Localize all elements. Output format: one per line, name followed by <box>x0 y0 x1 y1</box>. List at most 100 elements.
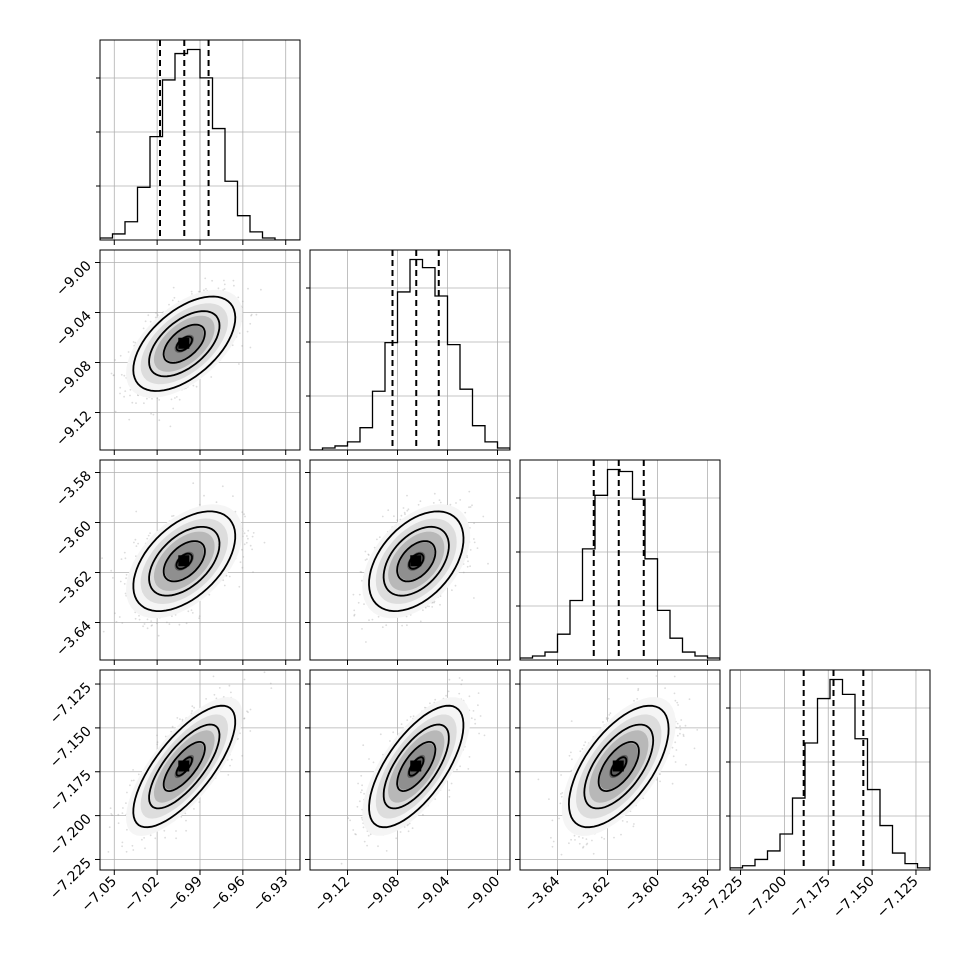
scatter-point <box>476 547 479 549</box>
scatter-point <box>187 610 190 613</box>
scatter-point <box>179 718 181 720</box>
scatter-point <box>205 698 208 700</box>
density <box>92 277 262 428</box>
scatter-point <box>118 616 121 618</box>
scatter-point <box>360 791 362 794</box>
scatter-point <box>92 386 94 388</box>
scatter-point <box>468 695 471 698</box>
scatter-point <box>150 412 153 415</box>
scatter-point <box>151 624 154 627</box>
y-tick-label: −3.62 <box>53 568 95 610</box>
scatter-point <box>361 579 363 582</box>
density-contour <box>162 741 206 793</box>
scatter-point <box>349 819 351 822</box>
x-tick-label: −6.96 <box>207 873 249 915</box>
scatter-point <box>223 288 226 290</box>
scatter-point <box>142 625 145 628</box>
scatter-point <box>263 541 266 544</box>
scatter-point <box>152 413 155 416</box>
panel-2-1 <box>305 459 514 665</box>
scatter-point <box>110 569 113 572</box>
scatter-point <box>135 510 138 513</box>
scatter-point <box>124 557 127 560</box>
scatter-point <box>119 580 122 583</box>
scatter-point <box>146 537 149 540</box>
scatter-point <box>477 704 479 707</box>
scatter-point <box>270 687 273 689</box>
scatter-point <box>477 692 480 694</box>
scatter-point <box>171 725 174 728</box>
histogram <box>520 468 720 660</box>
scatter-point <box>445 694 447 697</box>
scatter-point <box>176 717 179 719</box>
scatter-point <box>144 847 146 850</box>
scatter-point <box>402 507 405 509</box>
scatter-point <box>377 615 380 618</box>
scatter-point <box>171 615 173 618</box>
scatter-point <box>468 506 470 509</box>
scatter-point <box>472 710 475 712</box>
scatter-point <box>263 671 266 674</box>
density-peak <box>410 555 422 567</box>
scatter-point <box>468 490 471 493</box>
scatter-point <box>146 618 149 621</box>
scatter-point <box>247 537 249 540</box>
scatter-point <box>150 620 153 622</box>
scatter-point <box>230 758 233 761</box>
scatter-point <box>400 723 403 726</box>
scatter-point <box>123 395 125 398</box>
panel-2-0: −3.64−3.62−3.60−3.58 <box>53 459 301 665</box>
scatter-point <box>170 398 173 401</box>
scatter-point <box>409 715 412 718</box>
histogram <box>310 258 510 450</box>
scatter-point <box>232 495 234 497</box>
scatter-point <box>198 617 201 620</box>
scatter-point <box>130 779 133 782</box>
scatter-point <box>456 768 458 771</box>
scatter-point <box>354 833 356 835</box>
scatter-point <box>422 609 424 612</box>
density-contour <box>162 540 206 583</box>
y-tick-label: −9.12 <box>53 408 95 450</box>
scatter-point <box>134 617 137 620</box>
scatter-point <box>406 509 409 512</box>
scatter-point <box>466 556 469 559</box>
scatter-point <box>246 710 248 713</box>
scatter-point <box>208 593 211 596</box>
scatter-point <box>433 601 435 604</box>
scatter-point <box>191 705 194 708</box>
grid <box>520 460 720 660</box>
scatter-point <box>156 314 159 316</box>
scatter-point <box>172 514 175 517</box>
scatter-point <box>172 286 175 289</box>
density <box>107 671 273 853</box>
scatter-point <box>123 583 126 585</box>
scatter-point <box>474 718 476 721</box>
scatter-point <box>191 710 193 712</box>
scatter-point <box>359 571 362 573</box>
scatter-point <box>175 396 178 398</box>
scatter-point <box>223 584 226 587</box>
scatter-point <box>467 560 469 563</box>
scatter-point <box>487 562 489 565</box>
scatter-point <box>347 817 350 820</box>
scatter-point <box>249 346 252 349</box>
scatter-point <box>173 296 176 299</box>
scatter-point <box>222 579 225 582</box>
scatter-point <box>439 501 442 504</box>
scatter-point <box>239 561 242 564</box>
scatter-point <box>419 500 422 503</box>
y-tick-label: −9.00 <box>53 258 95 300</box>
scatter-point <box>195 385 198 388</box>
scatter-point <box>406 494 408 497</box>
scatter-point <box>198 615 201 617</box>
x-tick-label: −7.02 <box>121 874 163 916</box>
scatter-point <box>412 715 415 718</box>
scatter-point <box>252 571 254 573</box>
scatter-point <box>249 708 252 711</box>
scatter-point <box>121 622 124 624</box>
scatter-point <box>512 534 514 536</box>
scatter-point <box>243 678 246 681</box>
scatter-point <box>479 715 482 717</box>
scatter-point <box>241 511 244 513</box>
